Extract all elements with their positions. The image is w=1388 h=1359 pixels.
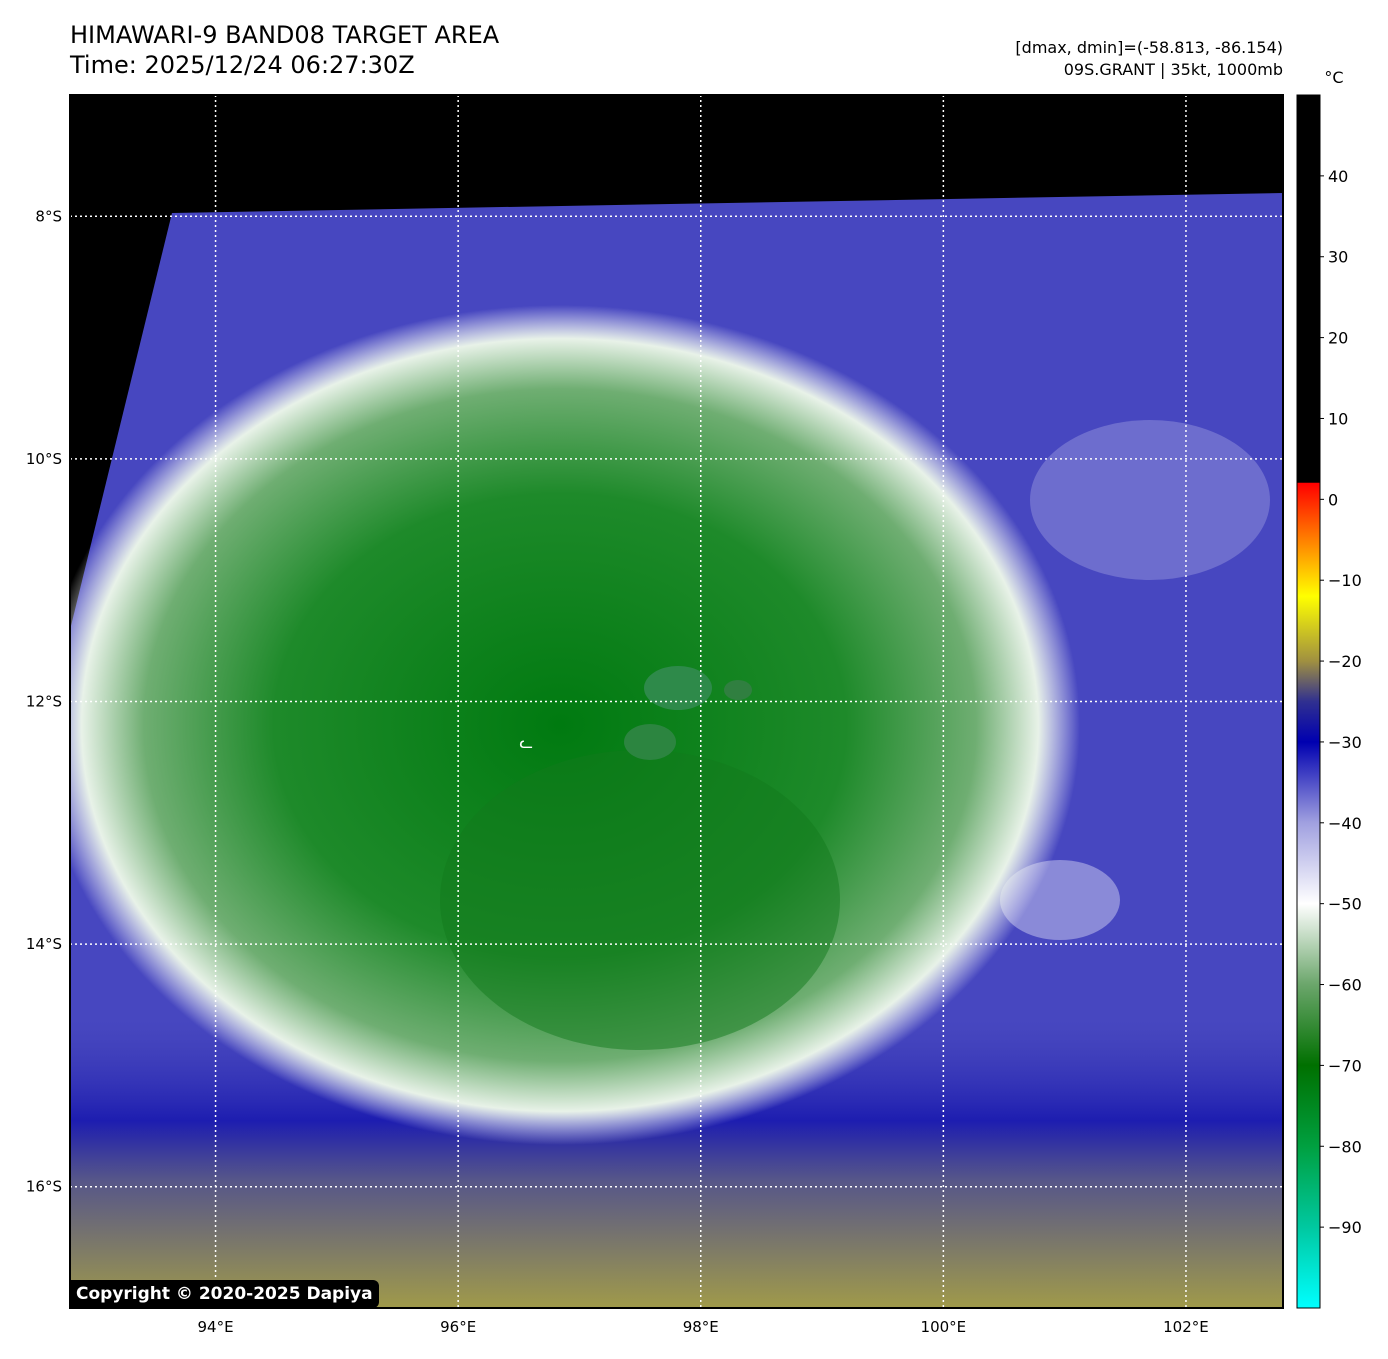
overshooting-top-2	[624, 724, 676, 760]
latitude-tick-labels: 8°S 10°S 12°S 14°S 16°S	[26, 207, 62, 1195]
imagery-layer	[70, 95, 1283, 1308]
longitude-tick-label: 102°E	[1163, 1318, 1209, 1336]
colorbar-tick-label: −30	[1328, 733, 1362, 752]
chart-title-block: HIMAWARI-9 BAND08 TARGET AREA Time: 2025…	[70, 20, 499, 80]
colorbar-unit: °C	[1324, 68, 1343, 87]
colorbar: 40 30 20 10 0 −10 −20 −30 −40 −50 −60 −70 −80 −90 °C	[1296, 68, 1362, 1309]
cold-cloud-region	[440, 750, 840, 1050]
colorbar-tick-label: 0	[1328, 490, 1338, 509]
image-title: HIMAWARI-9 BAND08 TARGET AREA	[70, 21, 500, 49]
longitude-tick-label: 96°E	[440, 1318, 476, 1336]
colorbar-tick-label: −80	[1328, 1137, 1362, 1156]
colorbar-tick-label: −60	[1328, 976, 1362, 995]
longitude-tick-label: 100°E	[921, 1318, 967, 1336]
latitude-tick-label: 16°S	[26, 1178, 62, 1196]
latitude-tick-label: 14°S	[26, 935, 62, 953]
colorbar-tick-label: 30	[1328, 248, 1348, 267]
colorbar-tick-label: −20	[1328, 652, 1362, 671]
overshooting-top-3	[724, 680, 752, 700]
copyright-badge: Copyright © 2020-2025 Dapiya	[70, 1280, 379, 1308]
colorbar-tick-labels: 40 30 20 10 0 −10 −20 −30 −40 −50 −60 −70 −80 −90	[1320, 167, 1362, 1237]
temperature-range-label: [dmax, dmin]=(-58.813, -86.154)	[1015, 38, 1283, 57]
cloud-patch-east	[1030, 420, 1270, 580]
latitude-tick-label: 10°S	[26, 450, 62, 468]
longitude-tick-label: 94°E	[198, 1318, 234, 1336]
longitude-tick-labels: 94°E 96°E 98°E 100°E 102°E	[198, 1318, 1209, 1336]
colorbar-tick-label: 20	[1328, 329, 1348, 348]
colorbar-tick-label: −50	[1328, 895, 1362, 914]
colorbar-tick-label: −10	[1328, 571, 1362, 590]
storm-center-marker: ᓚ	[519, 733, 533, 752]
info-block: [dmax, dmin]=(-58.813, -86.154) 09S.GRAN…	[1015, 37, 1283, 81]
latitude-tick-label: 8°S	[35, 207, 62, 225]
colorbar-tick-label: 40	[1328, 167, 1348, 186]
storm-info-label: 09S.GRANT | 35kt, 1000mb	[1063, 60, 1283, 79]
graticule	[70, 95, 1283, 1308]
colorbar-tick-label: 10	[1328, 409, 1348, 428]
latitude-tick-label: 12°S	[26, 693, 62, 711]
colorbar-tick-label: −40	[1328, 814, 1362, 833]
colorbar-tick-label: −90	[1328, 1218, 1362, 1237]
overshooting-top-1	[644, 666, 712, 710]
colorbar-tick-label: −70	[1328, 1056, 1362, 1075]
observation-time: Time: 2025/12/24 06:27:30Z	[70, 51, 415, 79]
colorbar-gradient	[1296, 94, 1321, 1309]
longitude-tick-label: 98°E	[683, 1318, 719, 1336]
map-frame	[69, 94, 1284, 1309]
